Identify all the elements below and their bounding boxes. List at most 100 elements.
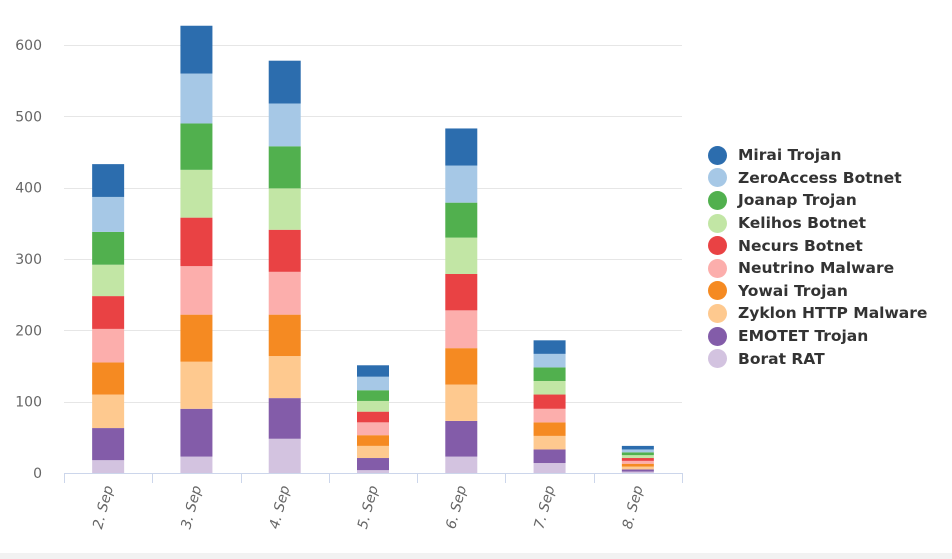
bar-segment-yowai-trojan[interactable]: [180, 314, 213, 362]
bar-segment-joanap-trojan[interactable]: [92, 231, 125, 265]
x-tick-label: 2. Sep: [90, 484, 117, 531]
bar-segment-neutrino-malware[interactable]: [268, 271, 301, 315]
legend-swatch: [708, 190, 727, 210]
bar-segment-neutrino-malware[interactable]: [92, 328, 125, 363]
bar-segment-zyklon-http-malware[interactable]: [357, 445, 389, 459]
bar-segment-emotet-trojan[interactable]: [533, 449, 566, 464]
legend-swatch: [708, 145, 727, 165]
bar-segment-emotet-trojan[interactable]: [92, 428, 125, 461]
legend-item-borat-rat[interactable]: Borat RAT: [708, 347, 927, 370]
bar-segment-neutrino-malware[interactable]: [621, 460, 654, 464]
legend-label: Yowai Trojan: [738, 281, 848, 300]
y-tick-label: 500: [15, 109, 42, 125]
legend-item-neutrino-malware[interactable]: Neutrino Malware: [708, 257, 927, 280]
legend-item-zeroaccess-botnet[interactable]: ZeroAccess Botnet: [708, 167, 927, 190]
bar-segment-zeroaccess-botnet[interactable]: [533, 353, 566, 368]
legend-item-kelihos-botnet[interactable]: Kelihos Botnet: [708, 212, 927, 235]
bar-segment-emotet-trojan[interactable]: [268, 398, 301, 439]
bar-segment-emotet-trojan[interactable]: [445, 420, 478, 457]
bar-segment-zyklon-http-malware[interactable]: [92, 394, 125, 429]
bar-segment-zeroaccess-botnet[interactable]: [268, 103, 301, 147]
bar-segment-necurs-botnet[interactable]: [621, 458, 654, 461]
bottom-strip: [0, 553, 952, 559]
bar-segment-borat-rat[interactable]: [621, 471, 654, 473]
bar-segment-borat-rat[interactable]: [268, 438, 301, 473]
legend-swatch: [708, 349, 727, 369]
bar-segment-mirai-trojan[interactable]: [533, 340, 566, 354]
bar-segment-neutrino-malware[interactable]: [445, 310, 478, 349]
bar-segment-joanap-trojan[interactable]: [445, 202, 478, 238]
bar-segment-mirai-trojan[interactable]: [180, 25, 213, 74]
bar-segment-zeroaccess-botnet[interactable]: [621, 449, 654, 453]
bar-segment-zyklon-http-malware[interactable]: [533, 435, 566, 450]
bar-segment-necurs-botnet[interactable]: [533, 394, 566, 409]
bar-segment-yowai-trojan[interactable]: [621, 463, 654, 467]
bar-segment-neutrino-malware[interactable]: [357, 422, 389, 436]
bar-segment-kelihos-botnet[interactable]: [357, 400, 389, 412]
bar-segment-emotet-trojan[interactable]: [621, 469, 654, 472]
bar-segment-zyklon-http-malware[interactable]: [621, 466, 654, 470]
bar-segment-kelihos-botnet[interactable]: [92, 264, 125, 297]
bar-segment-kelihos-botnet[interactable]: [621, 455, 654, 459]
bar-segment-yowai-trojan[interactable]: [533, 422, 566, 436]
legend-item-necurs-botnet[interactable]: Necurs Botnet: [708, 234, 927, 257]
bar-segment-zeroaccess-botnet[interactable]: [357, 376, 389, 391]
bar-segment-kelihos-botnet[interactable]: [268, 188, 301, 230]
bar-segment-joanap-trojan[interactable]: [268, 146, 301, 189]
bar-segment-borat-rat[interactable]: [357, 470, 389, 473]
legend-item-zyklon-http-malware[interactable]: Zyklon HTTP Malware: [708, 302, 927, 325]
bar-segment-necurs-botnet[interactable]: [92, 296, 125, 329]
bar-segment-joanap-trojan[interactable]: [357, 390, 389, 401]
bar-segment-yowai-trojan[interactable]: [445, 348, 478, 385]
bar-segment-kelihos-botnet[interactable]: [445, 237, 478, 274]
bar-segment-emotet-trojan[interactable]: [180, 408, 213, 457]
y-tick-label: 300: [15, 252, 42, 268]
legend-item-yowai-trojan[interactable]: Yowai Trojan: [708, 280, 927, 303]
legend-item-emotet-trojan[interactable]: EMOTET Trojan: [708, 325, 927, 348]
y-tick-label: 400: [15, 181, 42, 197]
bar-segment-zeroaccess-botnet[interactable]: [445, 165, 478, 203]
bar-segment-kelihos-botnet[interactable]: [180, 169, 213, 218]
bar-segment-zyklon-http-malware[interactable]: [268, 356, 301, 399]
bar-segment-joanap-trojan[interactable]: [180, 123, 213, 170]
legend-label: Zyklon HTTP Malware: [738, 304, 928, 323]
legend-swatch: [708, 236, 727, 256]
bar-segment-neutrino-malware[interactable]: [533, 408, 566, 423]
bar-segment-zyklon-http-malware[interactable]: [445, 384, 478, 421]
legend: Mirai Trojan ZeroAccess Botnet Joanap Tr…: [708, 144, 927, 370]
bar-segment-borat-rat[interactable]: [445, 456, 478, 473]
legend-swatch: [708, 326, 727, 346]
bar-segment-borat-rat[interactable]: [180, 456, 213, 473]
bar-segment-yowai-trojan[interactable]: [92, 362, 125, 395]
bar-segment-necurs-botnet[interactable]: [445, 273, 478, 311]
y-tick-label: 600: [15, 38, 42, 54]
bar-segment-neutrino-malware[interactable]: [180, 266, 213, 315]
legend-swatch: [708, 281, 727, 301]
bar-segment-kelihos-botnet[interactable]: [533, 380, 566, 395]
bar-segment-mirai-trojan[interactable]: [92, 164, 125, 197]
bar-segment-zeroaccess-botnet[interactable]: [92, 196, 125, 232]
legend-item-mirai-trojan[interactable]: Mirai Trojan: [708, 144, 927, 167]
bar-segment-mirai-trojan[interactable]: [268, 60, 301, 104]
bar-segment-mirai-trojan[interactable]: [621, 445, 654, 450]
bar-segment-yowai-trojan[interactable]: [357, 435, 389, 446]
bar-segment-necurs-botnet[interactable]: [357, 411, 389, 423]
bar-segment-zeroaccess-botnet[interactable]: [180, 73, 213, 124]
bar-segment-yowai-trojan[interactable]: [268, 314, 301, 357]
bar-segment-borat-rat[interactable]: [533, 463, 566, 473]
y-tick-label: 100: [15, 395, 42, 411]
legend-label: Joanap Trojan: [738, 191, 857, 210]
bar-segment-necurs-botnet[interactable]: [180, 217, 213, 267]
legend-item-joanap-trojan[interactable]: Joanap Trojan: [708, 189, 927, 212]
bar-segment-borat-rat[interactable]: [92, 460, 125, 473]
bar-segment-joanap-trojan[interactable]: [533, 367, 566, 381]
bar-segment-mirai-trojan[interactable]: [445, 128, 478, 166]
bar-segment-mirai-trojan[interactable]: [357, 365, 389, 377]
x-tick-label: 8. Sep: [620, 484, 647, 531]
bar-segment-necurs-botnet[interactable]: [268, 229, 301, 272]
bar-segment-joanap-trojan[interactable]: [621, 452, 654, 456]
bar-segment-emotet-trojan[interactable]: [357, 458, 389, 471]
bar-segment-zyklon-http-malware[interactable]: [180, 361, 213, 409]
